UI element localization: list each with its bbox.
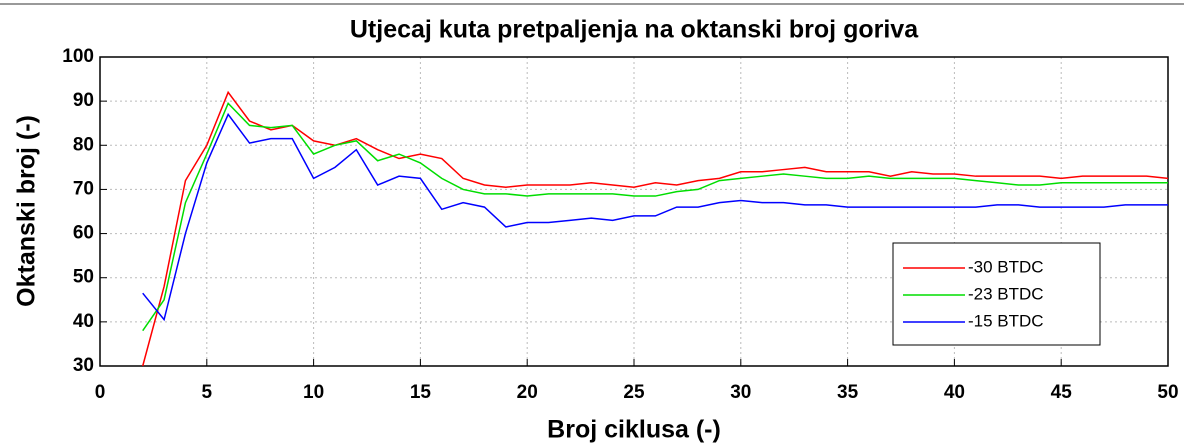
x-tick-label: 15	[410, 382, 432, 403]
legend-label: -15 BTDC	[968, 311, 1044, 330]
y-tick-label: 60	[73, 223, 94, 244]
y-tick-label: 50	[73, 267, 94, 288]
x-tick-label: 50	[1157, 382, 1178, 403]
legend-label: -30 BTDC	[968, 257, 1044, 276]
x-tick-label: 5	[202, 382, 213, 403]
legend-box	[892, 242, 1101, 346]
x-tick-label: 0	[95, 382, 106, 403]
chart-title: Utjecaj kuta pretpaljenja na oktanski br…	[350, 16, 919, 44]
y-tick-label: 100	[62, 46, 94, 67]
plot-frame	[99, 56, 1169, 367]
x-tick-label: 20	[517, 382, 538, 403]
legend-label: -23 BTDC	[968, 284, 1044, 303]
x-tick-label: 45	[1051, 382, 1073, 403]
x-tick-label: 40	[944, 382, 965, 403]
y-tick-label: 70	[73, 178, 94, 199]
y-tick-label: 30	[73, 355, 94, 376]
line-series	[142, 102, 1168, 332]
x-tick-label: 10	[303, 382, 324, 403]
x-tick-label: 30	[730, 382, 751, 403]
y-tick-label: 90	[73, 90, 94, 111]
line-series	[142, 112, 1168, 322]
x-axis-label: Broj ciklusa (-)	[547, 416, 721, 444]
x-tick-label: 35	[837, 382, 859, 403]
y-tick-label: 80	[73, 134, 94, 155]
y-tick-label: 40	[73, 311, 94, 332]
y-axis-label: Oktanski broj (-)	[13, 115, 41, 307]
x-tick-label: 25	[623, 382, 645, 403]
line-series	[141, 90, 1169, 367]
